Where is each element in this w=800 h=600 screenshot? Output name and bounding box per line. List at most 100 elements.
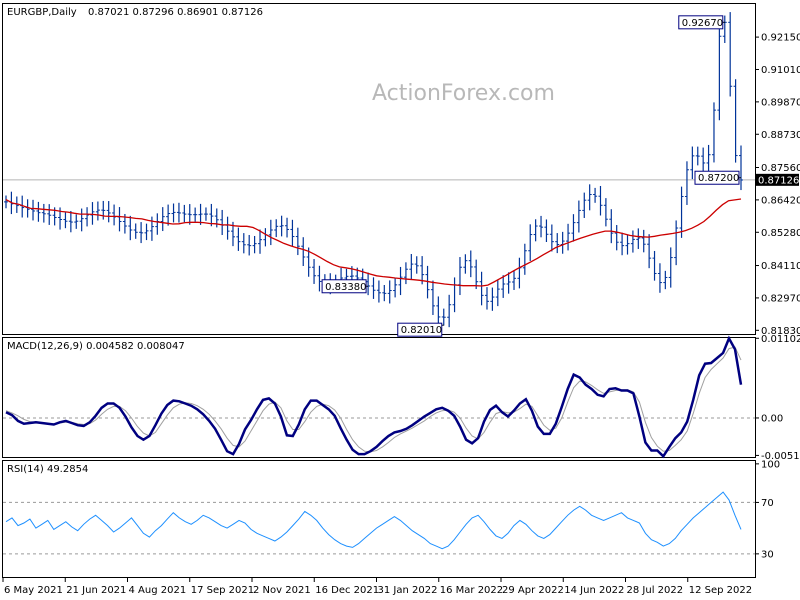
price-bar (317, 265, 322, 292)
price-bar (739, 145, 743, 191)
price-bar (555, 233, 560, 254)
rsi-level-lines (3, 501, 755, 555)
price-bar (393, 277, 398, 298)
price-bar (285, 217, 290, 238)
annotation-box (678, 15, 724, 30)
price-bar (312, 259, 317, 284)
price-bar (203, 207, 208, 221)
rsi-line (5, 491, 742, 550)
price-bar (36, 201, 41, 222)
price-bar (247, 234, 252, 256)
price-bar (409, 254, 414, 280)
price-bar (430, 280, 435, 315)
macd-axis: 0.011023 0.00 -0.005182 (755, 334, 800, 462)
price-bar (609, 209, 614, 244)
price-bar (171, 203, 176, 223)
annotation-label: 0.82010 (401, 325, 442, 336)
macd-panel-frame (2, 337, 756, 458)
price-bar (625, 234, 630, 255)
date-tick-label: 14 Jun 2022 (564, 585, 624, 596)
price-bar (652, 250, 657, 281)
price-bar (571, 214, 576, 242)
price-bar (663, 270, 668, 290)
price-bar (166, 204, 171, 226)
price-bar (684, 161, 689, 205)
price-bar (133, 223, 138, 239)
macd-line (5, 335, 743, 459)
price-bar (241, 233, 246, 254)
price-bar (31, 199, 36, 221)
price-bar (544, 219, 549, 242)
price-bar (452, 277, 457, 313)
price-bar (630, 230, 635, 253)
price-tick-label: 0.81830 (761, 326, 800, 337)
price-bar (306, 247, 311, 277)
price-bar (263, 228, 268, 247)
price-bar (128, 215, 133, 241)
price-bar (106, 201, 111, 223)
macd-tick-label: -0.005182 (761, 451, 800, 462)
date-tick-label: 6 May 2021 (4, 585, 63, 596)
price-bar (376, 280, 381, 303)
price-bar (566, 223, 571, 251)
price-tick-label: 0.82970 (761, 293, 800, 304)
price-bar (274, 219, 279, 238)
price-bar (139, 222, 144, 244)
price-bar (220, 209, 225, 236)
price-bar (258, 229, 263, 254)
price-bar (490, 287, 495, 311)
price-bar (85, 207, 90, 227)
current-price-label: 0.87126 (758, 175, 799, 186)
price-bar (414, 256, 419, 274)
price-bar (366, 272, 371, 296)
price-tick-label: 0.92150 (761, 33, 800, 44)
price-bar (598, 185, 603, 216)
date-tick-label: 16 Mar 2022 (440, 585, 503, 596)
price-bar (236, 227, 241, 251)
macd-tick-label: 0.00 (761, 413, 783, 424)
rsi-header: RSI(14) 49.2854 (7, 464, 88, 475)
watermark: ActionForex.com (372, 81, 555, 106)
price-bar (457, 257, 462, 296)
price-bar (484, 287, 489, 310)
price-bar (479, 271, 484, 306)
symbol-header: EURGBP,Daily (7, 7, 77, 18)
date-tick-label: 2 Nov 2021 (253, 585, 311, 596)
price-bar (387, 280, 392, 304)
price-bar (528, 224, 533, 261)
price-bar (641, 229, 646, 253)
price-bar (101, 200, 106, 220)
price-bar (187, 204, 192, 225)
price-bar (463, 254, 468, 274)
price-bar (587, 184, 592, 211)
price-annotations: 0.92670 0.87200 0.83380 0.82010 (321, 15, 741, 337)
price-bar (90, 202, 95, 225)
price-bar (603, 198, 608, 227)
ohlc-header: 0.87021 0.87296 0.86901 0.87126 (88, 7, 263, 18)
price-bar (155, 213, 160, 235)
date-tick-label: 31 Jan 2022 (378, 585, 438, 596)
price-bar (160, 207, 165, 232)
price-bar (193, 207, 198, 222)
current-price-box (756, 173, 799, 186)
price-tick-label: 0.88730 (761, 130, 800, 141)
macd-header: MACD(12,26,9) 0.004582 0.008047 (7, 341, 185, 352)
annotation-box (694, 170, 740, 185)
price-bar (371, 277, 376, 299)
price-bar (436, 296, 441, 327)
price-bar (495, 280, 500, 307)
price-bar (647, 234, 652, 269)
date-axis: 6 May 2021 21 Jun 2021 4 Aug 2021 17 Sep 20… (2, 578, 752, 596)
price-bar (441, 308, 446, 326)
price-bar (144, 223, 149, 241)
price-bars (4, 12, 743, 328)
price-bar (403, 262, 408, 285)
price-bar (620, 232, 625, 256)
price-bar (636, 228, 641, 249)
annotation-label: 0.87200 (698, 173, 739, 184)
price-bar (614, 225, 619, 251)
price-bar (668, 247, 673, 288)
annotation-box (321, 279, 367, 294)
